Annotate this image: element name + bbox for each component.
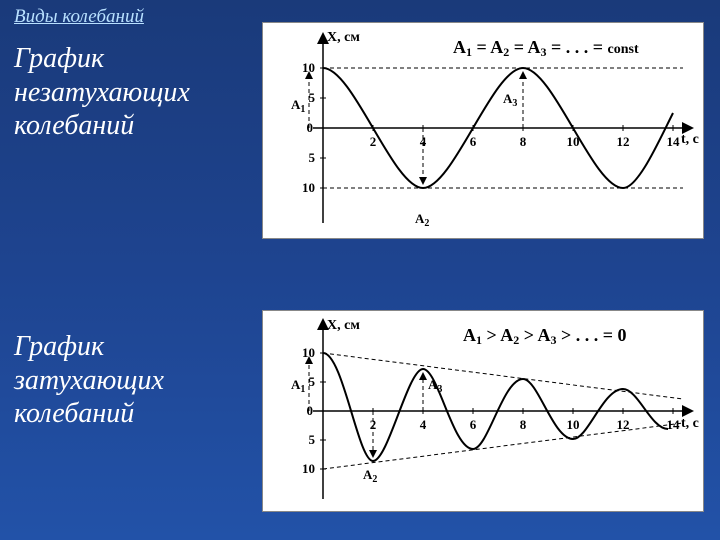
y-axis-label-b: X, см [327, 318, 360, 333]
svg-text:12: 12 [617, 134, 630, 149]
page-title: Виды колебаний [14, 6, 144, 28]
svg-text:5: 5 [309, 432, 316, 447]
svg-text:10: 10 [567, 417, 580, 432]
label-damped: Графикзатухающихколебаний [14, 330, 164, 431]
svg-text:10: 10 [302, 461, 315, 476]
svg-text:5: 5 [309, 374, 316, 389]
svg-text:10: 10 [302, 180, 315, 195]
svg-text:4: 4 [420, 417, 427, 432]
svg-text:0: 0 [307, 403, 314, 418]
svg-text:10: 10 [302, 60, 315, 75]
svg-text:12: 12 [617, 417, 630, 432]
x-axis-label: t, c [681, 132, 699, 147]
svg-text:14: 14 [667, 417, 681, 432]
svg-text:8: 8 [520, 134, 527, 149]
svg-text:8: 8 [520, 417, 527, 432]
svg-text:0: 0 [307, 120, 314, 135]
svg-text:5: 5 [309, 150, 316, 165]
equation-undamped: A1 = A2 = A3 = . . . = const [453, 37, 639, 59]
svg-text:5: 5 [309, 90, 316, 105]
svg-text:14: 14 [667, 134, 681, 149]
x-axis-label-b: t, c [681, 416, 699, 431]
a1-label: A1 [291, 97, 305, 115]
a3-label: A3 [503, 91, 517, 109]
y-axis-label: X, см [327, 30, 360, 45]
a3-label-b: A3 [428, 377, 442, 395]
a2-label: A2 [415, 211, 429, 229]
a1-label-b: A1 [291, 377, 305, 395]
chart-undamped: X, см t, c 510510 0 2468101214 A1 A2 A3 … [262, 22, 704, 239]
label-undamped: Графикнезатухающихколебаний [14, 42, 190, 143]
chart-damped: X, см t, c 510510 0 2468101214 A1 A2 A3 … [262, 310, 704, 512]
equation-damped: A1 > A2 > A3 > . . . = 0 [463, 325, 627, 347]
svg-text:2: 2 [370, 134, 377, 149]
a2-label-b: A2 [363, 467, 377, 485]
svg-text:6: 6 [470, 417, 477, 432]
svg-text:10: 10 [302, 345, 315, 360]
svg-text:6: 6 [470, 134, 477, 149]
